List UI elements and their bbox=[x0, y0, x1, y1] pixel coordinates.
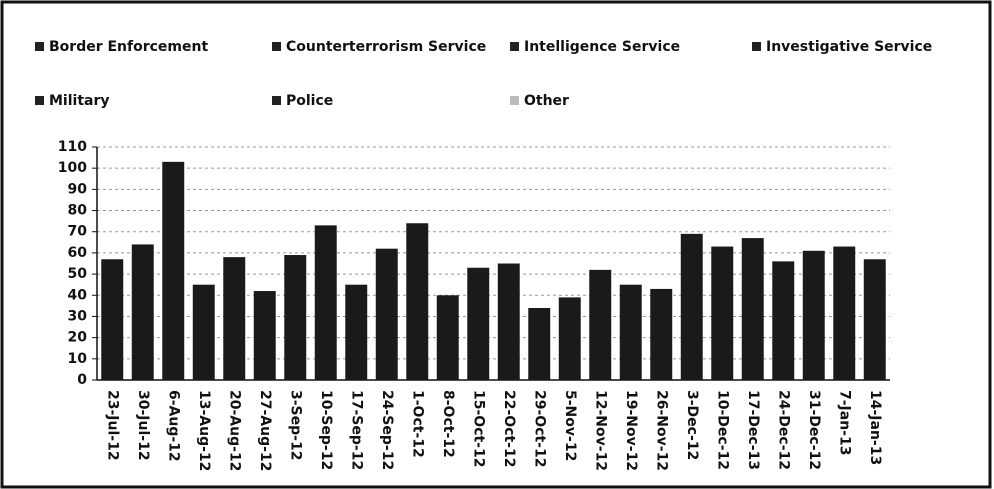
legend-swatch bbox=[510, 96, 519, 105]
legend-swatch bbox=[510, 42, 519, 51]
x-tick-label: 23-Jul-12 bbox=[104, 390, 120, 461]
x-tick-label: 17-Sep-12 bbox=[348, 390, 364, 470]
x-tick-label: 30-Jul-12 bbox=[135, 390, 151, 461]
x-tick-label: 10-Dec-12 bbox=[714, 390, 730, 470]
x-tick-label: 3-Sep-12 bbox=[287, 390, 303, 460]
legend-swatch bbox=[272, 96, 281, 105]
legend-label: Military bbox=[49, 93, 110, 109]
legend-label: Counterterrorism Service bbox=[286, 39, 486, 55]
bar bbox=[101, 259, 124, 380]
y-tick-label: 40 bbox=[68, 287, 88, 303]
bar bbox=[162, 161, 185, 380]
y-tick-label: 0 bbox=[77, 372, 87, 388]
legend-swatch bbox=[35, 96, 44, 105]
x-tick-label: 27-Aug-12 bbox=[257, 390, 273, 471]
bar bbox=[833, 246, 856, 380]
bar bbox=[680, 233, 703, 380]
y-tick-label: 30 bbox=[68, 308, 88, 324]
bar bbox=[711, 246, 734, 380]
bar bbox=[619, 284, 642, 380]
x-tick-label: 7-Jan-13 bbox=[836, 390, 852, 455]
bar bbox=[772, 261, 795, 380]
legend-swatch bbox=[752, 42, 761, 51]
x-tick-label: 29-Oct-12 bbox=[531, 390, 547, 467]
bar bbox=[863, 259, 886, 380]
bar bbox=[284, 255, 307, 380]
legend-label: Other bbox=[524, 93, 569, 109]
bar bbox=[406, 223, 429, 380]
x-tick-label: 17-Dec-13 bbox=[745, 390, 761, 470]
x-tick-label: 14-Jan-13 bbox=[867, 390, 883, 465]
legend-label: Police bbox=[286, 93, 333, 109]
bar bbox=[253, 291, 276, 380]
legend-label: Border Enforcement bbox=[49, 39, 208, 55]
bar bbox=[375, 248, 398, 380]
bar bbox=[589, 269, 612, 380]
x-tick-label: 6-Aug-12 bbox=[165, 390, 181, 462]
x-tick-label: 3-Dec-12 bbox=[684, 390, 700, 460]
x-tick-label: 20-Aug-12 bbox=[226, 390, 242, 471]
bar bbox=[345, 284, 368, 380]
bar bbox=[131, 244, 154, 380]
bar bbox=[497, 263, 520, 380]
x-tick-label: 13-Aug-12 bbox=[196, 390, 212, 471]
bar bbox=[436, 295, 459, 380]
y-tick-label: 110 bbox=[58, 139, 87, 155]
y-tick-label: 100 bbox=[58, 160, 87, 176]
bar bbox=[741, 238, 764, 380]
bar bbox=[650, 288, 673, 380]
legend-label: Intelligence Service bbox=[524, 39, 680, 55]
bar bbox=[558, 297, 581, 380]
y-tick-label: 20 bbox=[68, 330, 88, 346]
x-tick-label: 24-Sep-12 bbox=[379, 390, 395, 470]
x-tick-label: 5-Nov-12 bbox=[562, 390, 578, 461]
x-tick-label: 22-Oct-12 bbox=[501, 390, 517, 467]
x-tick-label: 8-Oct-12 bbox=[440, 390, 456, 458]
x-tick-label: 1-Oct-12 bbox=[409, 390, 425, 458]
legend-swatch bbox=[35, 42, 44, 51]
x-tick-label: 10-Sep-12 bbox=[318, 390, 334, 470]
legend-swatch bbox=[272, 42, 281, 51]
y-tick-label: 90 bbox=[68, 181, 88, 197]
y-tick-label: 70 bbox=[68, 224, 88, 240]
y-tick-label: 80 bbox=[68, 203, 88, 219]
bar bbox=[528, 307, 551, 380]
bar bbox=[802, 250, 825, 380]
x-tick-label: 15-Oct-12 bbox=[470, 390, 486, 467]
x-tick-label: 12-Nov-12 bbox=[592, 390, 608, 471]
y-tick-label: 60 bbox=[68, 245, 88, 261]
x-tick-label: 19-Nov-12 bbox=[623, 390, 639, 471]
x-tick-label: 31-Dec-12 bbox=[806, 390, 822, 470]
bar bbox=[223, 257, 246, 380]
bar bbox=[314, 225, 337, 380]
y-tick-label: 50 bbox=[68, 266, 88, 282]
x-tick-label: 24-Dec-12 bbox=[775, 390, 791, 470]
y-tick-label: 10 bbox=[68, 351, 88, 367]
bar bbox=[192, 284, 215, 380]
bar bbox=[467, 267, 490, 380]
legend-label: Investigative Service bbox=[766, 39, 932, 55]
x-tick-label: 26-Nov-12 bbox=[653, 390, 669, 471]
